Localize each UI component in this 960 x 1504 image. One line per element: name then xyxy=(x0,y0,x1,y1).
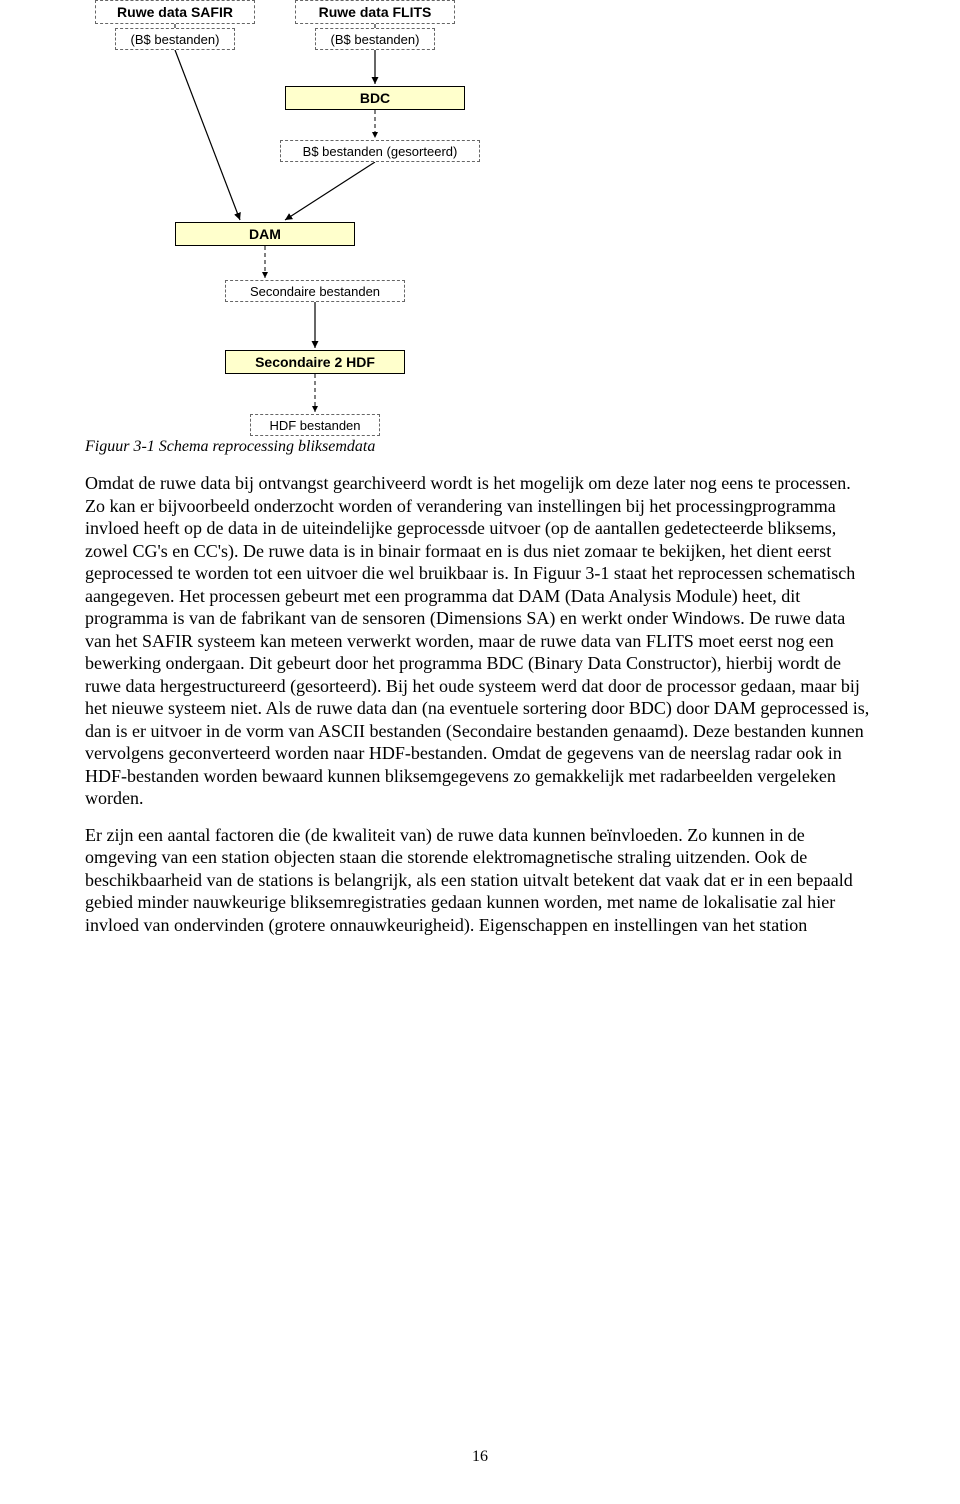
node-sec2hdf: Secondaire 2 HDF xyxy=(225,350,405,374)
node-safir-sub: (B$ bestanden) xyxy=(115,28,235,50)
node-secondaire: Secondaire bestanden xyxy=(225,280,405,302)
page: Ruwe data SAFIR (B$ bestanden) Ruwe data… xyxy=(0,0,960,1504)
figure-caption: Figuur 3-1 Schema reprocessing bliksemda… xyxy=(85,438,375,456)
node-safir-title: Ruwe data SAFIR xyxy=(95,0,255,24)
node-flits-title: Ruwe data FLITS xyxy=(295,0,455,24)
node-dam: DAM xyxy=(175,222,355,246)
flowchart: Ruwe data SAFIR (B$ bestanden) Ruwe data… xyxy=(85,0,875,530)
paragraph-2: Er zijn een aantal factoren die (de kwal… xyxy=(85,824,875,937)
node-flits-sub: (B$ bestanden) xyxy=(315,28,435,50)
node-sorted: B$ bestanden (gesorteerd) xyxy=(280,140,480,162)
node-hdf: HDF bestanden xyxy=(250,414,380,436)
node-bdc: BDC xyxy=(285,86,465,110)
page-number: 16 xyxy=(0,1448,960,1466)
